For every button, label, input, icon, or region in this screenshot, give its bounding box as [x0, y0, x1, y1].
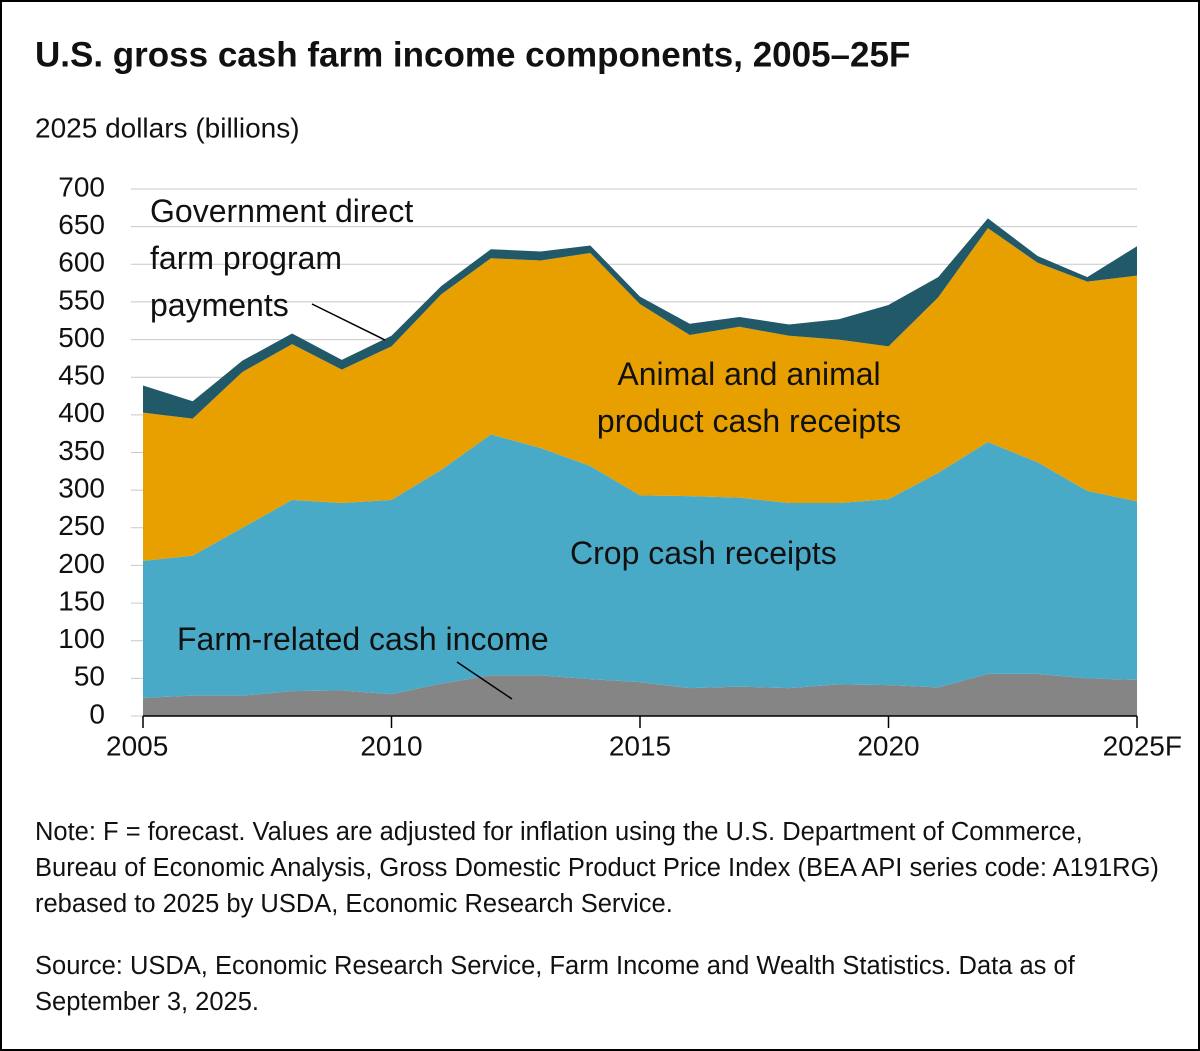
x-tick-label: 2005	[106, 730, 168, 761]
y-tick-label: 100	[58, 623, 105, 654]
chart-title: U.S. gross cash farm income components, …	[35, 35, 910, 74]
y-tick-label: 150	[58, 585, 105, 616]
y-tick-label: 500	[58, 322, 105, 353]
x-tick-label: 2025F	[1103, 730, 1182, 761]
area	[143, 673, 1137, 716]
area	[143, 434, 1137, 698]
pointer-line	[311, 303, 386, 341]
y-tick-label: 300	[58, 473, 105, 504]
series-label: Farm-related cash income	[177, 621, 549, 657]
y-tick-label: 250	[58, 510, 105, 541]
series-label: Animal and animal product cash receipts	[596, 356, 902, 439]
y-tick-label: 600	[58, 247, 105, 278]
source: Source: USDA, Economic Research Service,…	[35, 952, 1075, 1016]
y-tick-label: 200	[58, 548, 105, 579]
area	[143, 228, 1137, 561]
y-axis-label: 2025 dollars (billions)	[35, 112, 300, 143]
y-tick-label: 400	[58, 397, 105, 428]
y-tick-label: 0	[89, 698, 105, 729]
series-label: Government direct farm program payments	[150, 193, 414, 323]
x-tick-label: 2010	[360, 730, 422, 761]
y-tick-label: 550	[58, 284, 105, 315]
x-tick-label: 2015	[609, 730, 671, 761]
series-label: Crop cash receipts	[570, 535, 837, 571]
y-tick-label: 350	[58, 435, 105, 466]
y-tick-label: 450	[58, 360, 105, 391]
y-tick-label: 700	[58, 171, 105, 202]
y-tick-label: 50	[74, 661, 105, 692]
pointer-line	[456, 661, 513, 700]
x-tick-label: 2020	[857, 730, 919, 761]
y-tick-label: 650	[58, 209, 105, 240]
note: Note: F = forecast. Values are adjusted …	[35, 818, 1159, 918]
